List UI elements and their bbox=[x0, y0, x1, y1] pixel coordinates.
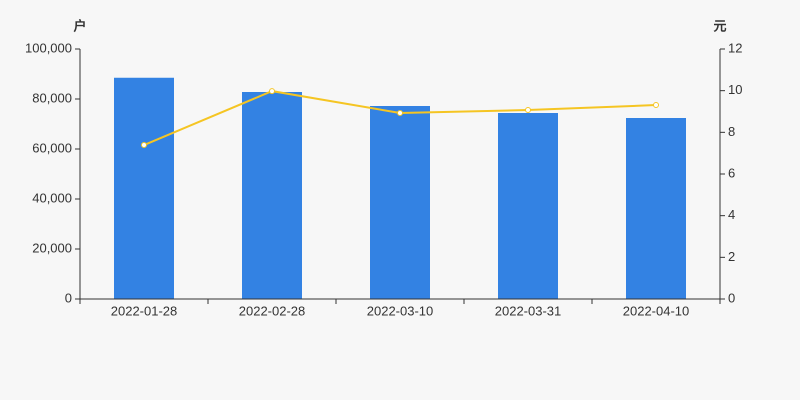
point bbox=[269, 88, 275, 95]
bar bbox=[626, 118, 686, 299]
x-tick-label: 2022-02-28 bbox=[239, 303, 306, 318]
point bbox=[397, 109, 403, 116]
y-tick-label: 20,000 bbox=[32, 240, 72, 255]
bar bbox=[242, 92, 302, 299]
y2-tick-label: 10 bbox=[728, 82, 742, 97]
x-tick-label: 2022-03-31 bbox=[495, 303, 562, 318]
x-tick-label: 2022-01-28 bbox=[111, 303, 178, 318]
point bbox=[653, 102, 659, 109]
y2-axis-unit: 元 bbox=[713, 18, 726, 33]
bar bbox=[370, 106, 430, 299]
y2-tick-label: 12 bbox=[728, 40, 742, 55]
bar bbox=[114, 77, 174, 299]
point bbox=[141, 142, 147, 149]
y-tick-label: 0 bbox=[65, 290, 72, 305]
point bbox=[525, 107, 531, 114]
y2-tick-label: 4 bbox=[728, 207, 735, 222]
y2-tick-label: 2 bbox=[728, 249, 735, 264]
y2-tick-label: 6 bbox=[728, 165, 735, 180]
y-tick-label: 40,000 bbox=[32, 190, 72, 205]
x-tick-label: 2022-03-10 bbox=[367, 303, 434, 318]
y-axis-unit: 户 bbox=[73, 18, 86, 33]
x-tick-label: 2022-04-10 bbox=[623, 303, 690, 318]
bar bbox=[498, 113, 558, 299]
y-tick-label: 60,000 bbox=[32, 140, 72, 155]
y-tick-label: 80,000 bbox=[32, 90, 72, 105]
y-tick-label: 100,000 bbox=[25, 40, 72, 55]
y2-tick-label: 8 bbox=[728, 124, 735, 139]
y2-tick-label: 0 bbox=[728, 290, 735, 305]
